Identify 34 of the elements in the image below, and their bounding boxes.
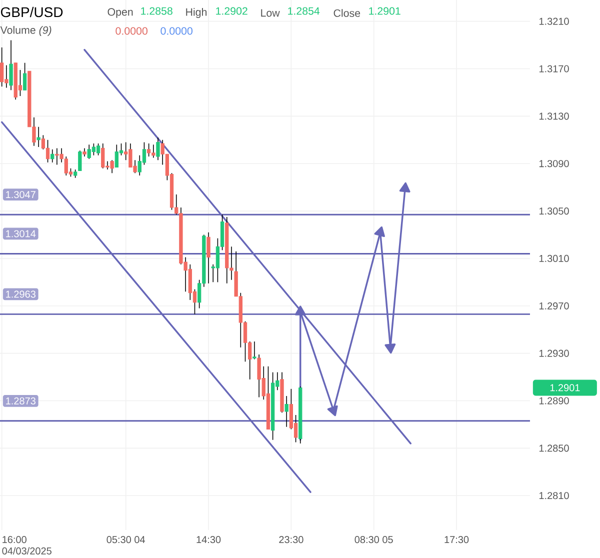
- text: 1.2901: [550, 384, 580, 392]
- x-tick-label: 17:30: [444, 536, 469, 544]
- x-tick-label: 14:30: [196, 536, 221, 544]
- y-tick-label: 1.2970: [539, 302, 569, 310]
- ref-line-label: 1.2963: [6, 290, 36, 298]
- x-tick-label: 08:30 05: [354, 536, 393, 544]
- annotation: Open: [108, 8, 133, 18]
- annotation: 1.2854: [288, 7, 320, 15]
- annotation: Low: [261, 9, 280, 17]
- y-tick-label: 1.2930: [539, 350, 569, 357]
- y-tick-label: 1.2890: [539, 397, 569, 404]
- ref-line-label: 1.3014: [6, 230, 36, 238]
- y-tick-label: 1.2810: [539, 492, 569, 500]
- y-tick-label: 1.3090: [539, 160, 569, 168]
- ref-line-label: 1.3047: [6, 191, 36, 198]
- annotation: 0.0000: [116, 27, 148, 35]
- x-tick-label: 16:00 04/03/2025: [2, 536, 52, 554]
- y-tick-label: 1.3210: [539, 18, 569, 25]
- x-tick-label: 23:30: [279, 536, 304, 544]
- annotation: 0.0000: [160, 27, 192, 35]
- annotation: 1.2901: [369, 7, 400, 15]
- y-tick-label: 1.3130: [539, 112, 569, 120]
- y-tick-label: 1.3010: [539, 254, 569, 262]
- y-tick-label: 1.3170: [539, 65, 569, 72]
- x-tick-label: 05:30 04: [106, 536, 145, 544]
- y-tick-label: 1.3050: [539, 208, 569, 215]
- annotation: 1.2902: [216, 7, 248, 15]
- annotation: Close: [334, 9, 360, 17]
- y-tick-label: 1.2850: [539, 444, 569, 452]
- annotation: 1.2858: [141, 7, 172, 15]
- chart-title: GBP/USD: [0, 6, 63, 18]
- annotation: Volume (9): [0, 26, 52, 36]
- annotation: High: [186, 8, 207, 18]
- ref-line-label: 1.2873: [6, 397, 36, 404]
